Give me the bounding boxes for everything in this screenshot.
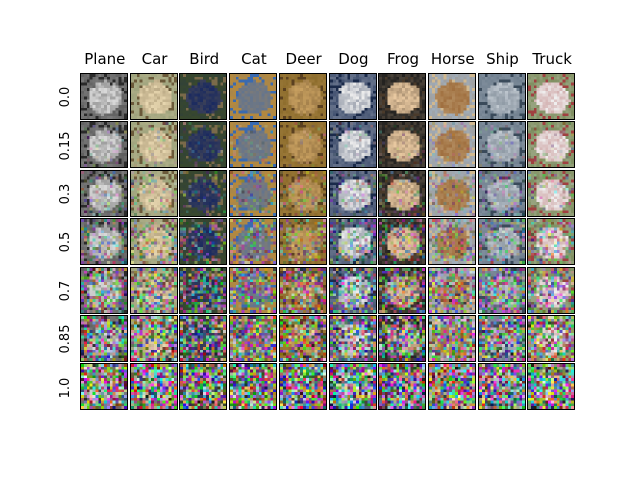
thumbnail-bird-noise-0-0 xyxy=(179,73,228,120)
thumbnail-ship-noise-0-3 xyxy=(477,169,526,217)
thumbnail-dog-noise-0-7 xyxy=(328,266,377,314)
thumbnail-frog-noise-0-7 xyxy=(378,266,427,314)
thumbnail-ship-noise-0-0 xyxy=(477,73,526,120)
thumbnail-truck-noise-0-7 xyxy=(527,266,576,314)
thumbnail-horse-noise-0-5 xyxy=(427,218,476,266)
thumbnail-bird-noise-1-0 xyxy=(179,363,228,411)
thumbnail-dog-noise-0-5 xyxy=(328,218,377,266)
column-label-dog: Dog xyxy=(338,50,369,68)
thumbnail-plane-noise-0-5 xyxy=(80,218,128,266)
thumbnail-frog-noise-0-0 xyxy=(378,73,427,120)
thumbnail-truck-noise-0-0 xyxy=(527,73,576,120)
thumbnail-deer-noise-0-85 xyxy=(278,315,327,362)
thumbnail-horse-noise-0-0 xyxy=(427,73,476,120)
thumbnail-plane-noise-0-0 xyxy=(80,73,128,120)
thumbnail-ship-noise-0-7 xyxy=(477,266,526,314)
thumbnail-car-noise-1-0 xyxy=(129,363,178,411)
thumbnail-truck-noise-0-85 xyxy=(527,315,576,362)
thumbnail-horse-noise-0-85 xyxy=(427,315,476,362)
thumbnail-dog-noise-0-85 xyxy=(328,315,377,362)
thumbnail-horse-noise-0-3 xyxy=(427,169,476,217)
thumbnail-ship-noise-0-15 xyxy=(477,121,526,169)
thumbnail-truck-noise-0-3 xyxy=(527,169,576,217)
thumbnail-car-noise-0-5 xyxy=(129,218,178,266)
thumbnail-frog-noise-0-85 xyxy=(378,315,427,362)
thumbnail-frog-noise-0-3 xyxy=(378,169,427,217)
thumbnail-deer-noise-0-0 xyxy=(278,73,327,120)
thumbnail-cat-noise-1-0 xyxy=(229,363,278,411)
thumbnail-deer-noise-0-7 xyxy=(278,266,327,314)
row-label-noise-1-0: 1.0 xyxy=(58,377,73,398)
thumbnail-deer-noise-0-3 xyxy=(278,169,327,217)
thumbnail-car-noise-0-7 xyxy=(129,266,178,314)
column-label-horse: Horse xyxy=(430,50,475,68)
thumbnail-frog-noise-1-0 xyxy=(378,363,427,411)
thumbnail-dog-noise-0-0 xyxy=(328,73,377,120)
thumbnail-cat-noise-0-3 xyxy=(229,169,278,217)
column-label-deer: Deer xyxy=(285,50,322,68)
thumbnail-dog-noise-0-15 xyxy=(328,121,377,169)
thumbnail-plane-noise-0-7 xyxy=(80,266,128,314)
thumbnail-deer-noise-0-5 xyxy=(278,218,327,266)
thumbnail-car-noise-0-3 xyxy=(129,169,178,217)
thumbnail-car-noise-0-0 xyxy=(129,73,178,120)
column-label-truck: Truck xyxy=(532,50,572,68)
thumbnail-bird-noise-0-3 xyxy=(179,169,228,217)
thumbnail-car-noise-0-85 xyxy=(129,315,178,362)
thumbnail-car-noise-0-15 xyxy=(129,121,178,169)
thumbnail-dog-noise-0-3 xyxy=(328,169,377,217)
thumbnail-bird-noise-0-85 xyxy=(179,315,228,362)
thumbnail-truck-noise-0-5 xyxy=(527,218,576,266)
thumbnail-truck-noise-1-0 xyxy=(527,363,576,411)
thumbnail-plane-noise-0-3 xyxy=(80,169,128,217)
column-label-plane: Plane xyxy=(84,50,126,68)
thumbnail-cat-noise-0-5 xyxy=(229,218,278,266)
thumbnail-ship-noise-0-85 xyxy=(477,315,526,362)
thumbnail-bird-noise-0-7 xyxy=(179,266,228,314)
thumbnail-horse-noise-1-0 xyxy=(427,363,476,411)
thumbnail-ship-noise-1-0 xyxy=(477,363,526,411)
thumbnail-deer-noise-0-15 xyxy=(278,121,327,169)
column-label-frog: Frog xyxy=(387,50,420,68)
thumbnail-truck-noise-0-15 xyxy=(527,121,576,169)
thumbnail-cat-noise-0-85 xyxy=(229,315,278,362)
thumbnail-dog-noise-1-0 xyxy=(328,363,377,411)
column-label-ship: Ship xyxy=(486,50,519,68)
thumbnail-horse-noise-0-15 xyxy=(427,121,476,169)
thumbnail-horse-noise-0-7 xyxy=(427,266,476,314)
thumbnail-cat-noise-0-7 xyxy=(229,266,278,314)
image-grid xyxy=(80,73,577,412)
thumbnail-cat-noise-0-15 xyxy=(229,121,278,169)
thumbnail-deer-noise-1-0 xyxy=(278,363,327,411)
column-label-bird: Bird xyxy=(189,50,220,68)
column-label-car: Car xyxy=(141,50,168,68)
column-label-cat: Cat xyxy=(241,50,267,68)
thumbnail-frog-noise-0-15 xyxy=(378,121,427,169)
thumbnail-plane-noise-0-85 xyxy=(80,315,128,362)
thumbnail-bird-noise-0-15 xyxy=(179,121,228,169)
thumbnail-plane-noise-1-0 xyxy=(80,363,128,411)
thumbnail-ship-noise-0-5 xyxy=(477,218,526,266)
thumbnail-cat-noise-0-0 xyxy=(229,73,278,120)
thumbnail-bird-noise-0-5 xyxy=(179,218,228,266)
thumbnail-plane-noise-0-15 xyxy=(80,121,128,169)
thumbnail-frog-noise-0-5 xyxy=(378,218,427,266)
